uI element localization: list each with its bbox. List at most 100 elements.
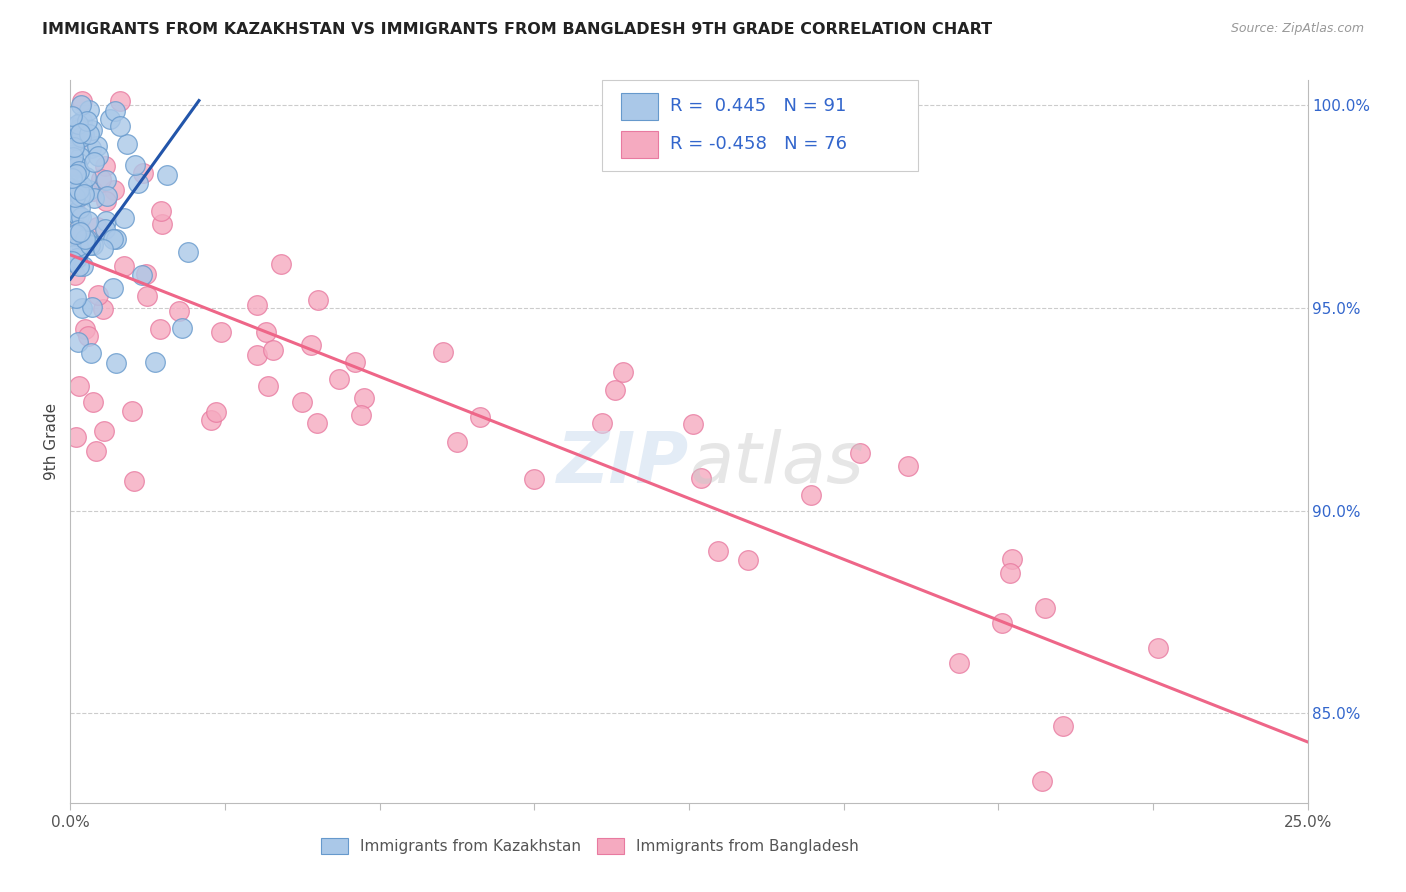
Point bbox=[90, 172, 112, 186]
Point bbox=[66, 186, 89, 200]
Point bbox=[149, 321, 172, 335]
Point bbox=[60, 131, 83, 145]
Point bbox=[91, 242, 114, 256]
Point bbox=[172, 321, 194, 335]
Point bbox=[69, 210, 91, 224]
Point bbox=[83, 154, 105, 169]
Point bbox=[104, 103, 127, 118]
Point bbox=[79, 345, 101, 359]
Point bbox=[69, 126, 91, 140]
Point bbox=[65, 202, 87, 217]
Point bbox=[75, 169, 97, 184]
Point bbox=[136, 289, 159, 303]
Point bbox=[70, 233, 93, 247]
Point bbox=[800, 488, 823, 502]
Point bbox=[328, 372, 350, 386]
Point bbox=[75, 322, 97, 336]
Point bbox=[60, 147, 83, 161]
Point bbox=[523, 472, 546, 486]
Text: atlas: atlas bbox=[689, 429, 863, 498]
Point bbox=[66, 159, 89, 173]
Point bbox=[737, 553, 759, 567]
Text: R = -0.458   N = 76: R = -0.458 N = 76 bbox=[671, 135, 848, 153]
Point bbox=[73, 127, 96, 141]
Point bbox=[70, 94, 93, 108]
Point bbox=[96, 189, 118, 203]
Y-axis label: 9th Grade: 9th Grade bbox=[44, 403, 59, 480]
Point bbox=[63, 206, 86, 220]
FancyBboxPatch shape bbox=[621, 93, 658, 120]
Point bbox=[86, 220, 108, 235]
Point bbox=[105, 356, 128, 370]
Point bbox=[65, 167, 87, 181]
Point bbox=[94, 194, 117, 208]
Point bbox=[67, 164, 90, 178]
Point bbox=[72, 301, 94, 315]
Point bbox=[177, 245, 200, 260]
Point bbox=[849, 446, 872, 460]
Point bbox=[69, 226, 91, 240]
Point bbox=[63, 183, 86, 197]
Text: IMMIGRANTS FROM KAZAKHSTAN VS IMMIGRANTS FROM BANGLADESH 9TH GRADE CORRELATION C: IMMIGRANTS FROM KAZAKHSTAN VS IMMIGRANTS… bbox=[42, 22, 993, 37]
Point bbox=[1147, 640, 1170, 655]
Point bbox=[150, 217, 173, 231]
Point bbox=[62, 248, 84, 262]
Point bbox=[77, 214, 100, 228]
Point bbox=[82, 184, 104, 198]
Point bbox=[1000, 566, 1022, 580]
FancyBboxPatch shape bbox=[602, 80, 918, 170]
Point bbox=[82, 238, 104, 252]
Point bbox=[205, 405, 228, 419]
Point bbox=[67, 379, 90, 393]
Point bbox=[122, 474, 145, 488]
Point bbox=[246, 348, 269, 362]
Point bbox=[65, 128, 87, 142]
Point bbox=[87, 149, 110, 163]
Point bbox=[344, 355, 367, 369]
Point bbox=[896, 458, 918, 473]
Point bbox=[63, 190, 86, 204]
Point bbox=[94, 214, 117, 228]
Point bbox=[62, 150, 84, 164]
Point bbox=[67, 117, 90, 131]
Point bbox=[67, 223, 90, 237]
Point bbox=[307, 293, 329, 307]
FancyBboxPatch shape bbox=[621, 131, 658, 158]
Point bbox=[167, 304, 190, 318]
Point bbox=[108, 120, 131, 134]
Point bbox=[60, 202, 83, 217]
Point bbox=[70, 128, 93, 142]
Point bbox=[83, 191, 105, 205]
Point bbox=[67, 238, 90, 252]
Point bbox=[69, 189, 91, 203]
Point bbox=[1033, 601, 1056, 615]
Point bbox=[70, 129, 93, 144]
Point bbox=[65, 291, 87, 305]
Point bbox=[79, 238, 101, 252]
Point bbox=[80, 141, 103, 155]
Point bbox=[105, 232, 128, 246]
Text: R =  0.445   N = 91: R = 0.445 N = 91 bbox=[671, 96, 846, 114]
Point bbox=[307, 416, 329, 430]
Point bbox=[1001, 552, 1024, 566]
Point bbox=[66, 334, 89, 349]
Point bbox=[72, 259, 94, 273]
Point bbox=[103, 183, 125, 197]
Point bbox=[76, 114, 98, 128]
Point bbox=[468, 410, 491, 425]
Point bbox=[65, 160, 87, 174]
Point bbox=[135, 267, 157, 281]
Point bbox=[149, 203, 172, 218]
Point bbox=[98, 112, 121, 127]
Point bbox=[612, 364, 634, 378]
Point bbox=[60, 109, 83, 123]
Point bbox=[349, 408, 371, 422]
Point bbox=[84, 444, 107, 458]
Point bbox=[63, 253, 86, 268]
Point bbox=[65, 268, 87, 282]
Point bbox=[65, 227, 87, 241]
Point bbox=[446, 434, 468, 449]
Point bbox=[70, 128, 93, 143]
Point bbox=[79, 183, 101, 197]
Point bbox=[65, 211, 87, 226]
